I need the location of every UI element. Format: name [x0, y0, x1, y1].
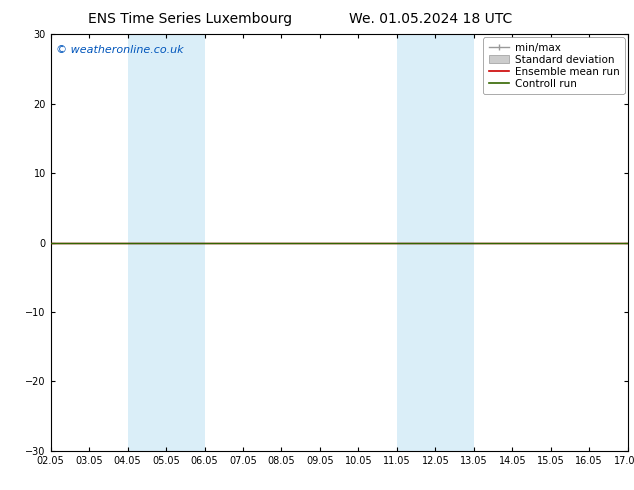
Text: We. 01.05.2024 18 UTC: We. 01.05.2024 18 UTC	[349, 12, 513, 26]
Text: ENS Time Series Luxembourg: ENS Time Series Luxembourg	[88, 12, 292, 26]
Legend: min/max, Standard deviation, Ensemble mean run, Controll run: min/max, Standard deviation, Ensemble me…	[483, 37, 624, 94]
Bar	[127, 34, 205, 451]
Bar	[397, 34, 474, 451]
Text: © weatheronline.co.uk: © weatheronline.co.uk	[56, 45, 184, 55]
